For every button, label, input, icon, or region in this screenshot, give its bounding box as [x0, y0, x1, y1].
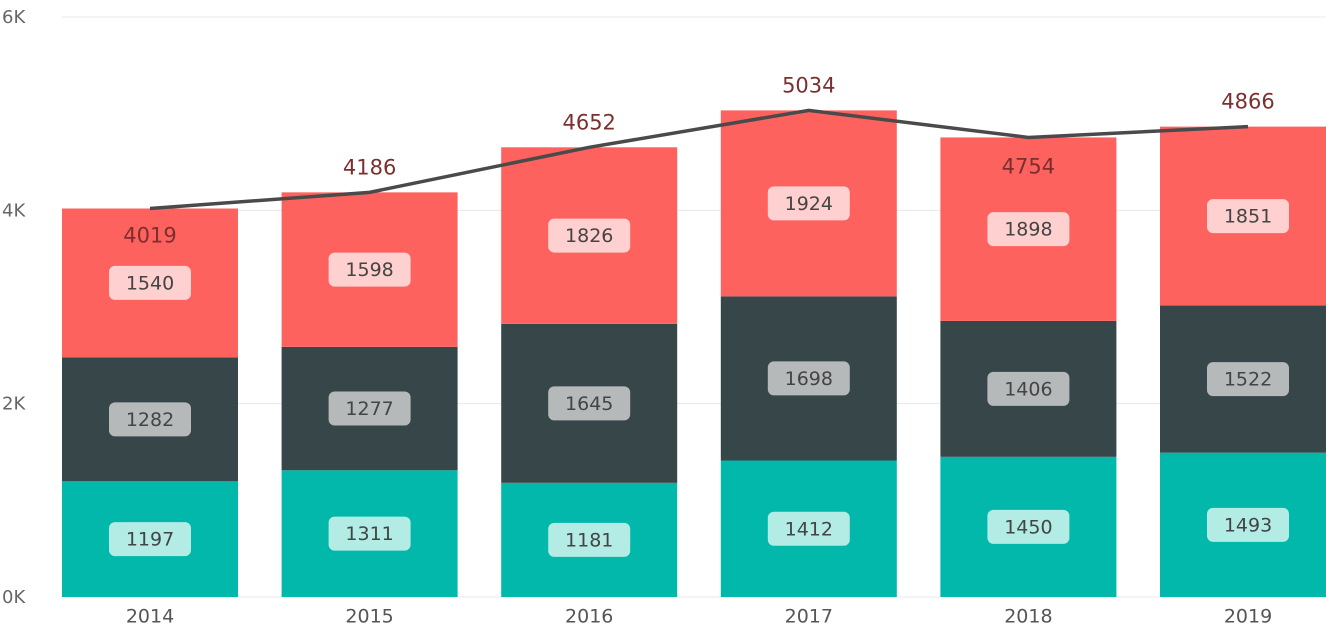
data-label-box [548, 386, 631, 421]
y-tick-label: 4K [2, 200, 26, 221]
data-label-box [1207, 362, 1289, 397]
x-tick-label: 2018 [1004, 606, 1052, 628]
data-label: 1645 [565, 393, 613, 415]
x-tick-label: 2015 [345, 606, 393, 628]
data-label-box [987, 509, 1070, 544]
data-label: 1924 [785, 193, 833, 215]
y-tick-label: 2K [2, 394, 26, 415]
data-label: 1412 [785, 518, 833, 540]
total-label: 5034 [782, 73, 835, 97]
data-label-box [548, 218, 631, 253]
data-label-box [767, 511, 850, 546]
data-label: 1598 [345, 259, 393, 281]
data-label: 1277 [345, 398, 393, 420]
data-label-box [767, 186, 850, 221]
x-tick-label: 2019 [1224, 606, 1272, 628]
total-label: 4186 [343, 155, 396, 179]
data-label: 1181 [565, 529, 613, 551]
data-label: 1698 [785, 368, 833, 390]
data-label-box [548, 522, 631, 557]
total-label: 4652 [562, 110, 615, 134]
data-label-box [328, 516, 411, 551]
total-label: 4019 [123, 223, 176, 247]
x-tick-label: 2016 [565, 606, 613, 628]
data-label: 1851 [1224, 206, 1272, 228]
data-label-box [109, 522, 191, 557]
data-label: 1406 [1004, 378, 1052, 400]
data-label-box [1207, 199, 1289, 234]
data-label: 1826 [565, 225, 613, 247]
data-label: 1493 [1224, 514, 1272, 536]
data-label: 1540 [126, 272, 174, 294]
data-label: 1522 [1224, 369, 1272, 391]
data-label-box [109, 402, 191, 437]
y-tick-label: 6K [2, 7, 26, 28]
data-label: 1311 [345, 523, 393, 545]
data-label-box [328, 252, 411, 287]
x-tick-label: 2014 [126, 606, 174, 628]
data-label: 1197 [126, 529, 174, 551]
y-tick-label: 0K [2, 587, 26, 608]
data-label: 1898 [1004, 219, 1052, 241]
data-label: 1450 [1004, 516, 1052, 538]
data-label-box [328, 391, 411, 426]
data-label-box [767, 361, 850, 396]
total-label: 4754 [1002, 154, 1055, 178]
total-label: 4866 [1221, 90, 1274, 114]
x-tick-label: 2017 [785, 606, 833, 628]
data-label: 1282 [126, 409, 174, 431]
data-label-box [987, 371, 1070, 406]
data-label-box [1207, 507, 1289, 542]
data-label-box [109, 265, 191, 300]
total-line [149, 108, 1249, 211]
data-label-box [987, 212, 1070, 247]
